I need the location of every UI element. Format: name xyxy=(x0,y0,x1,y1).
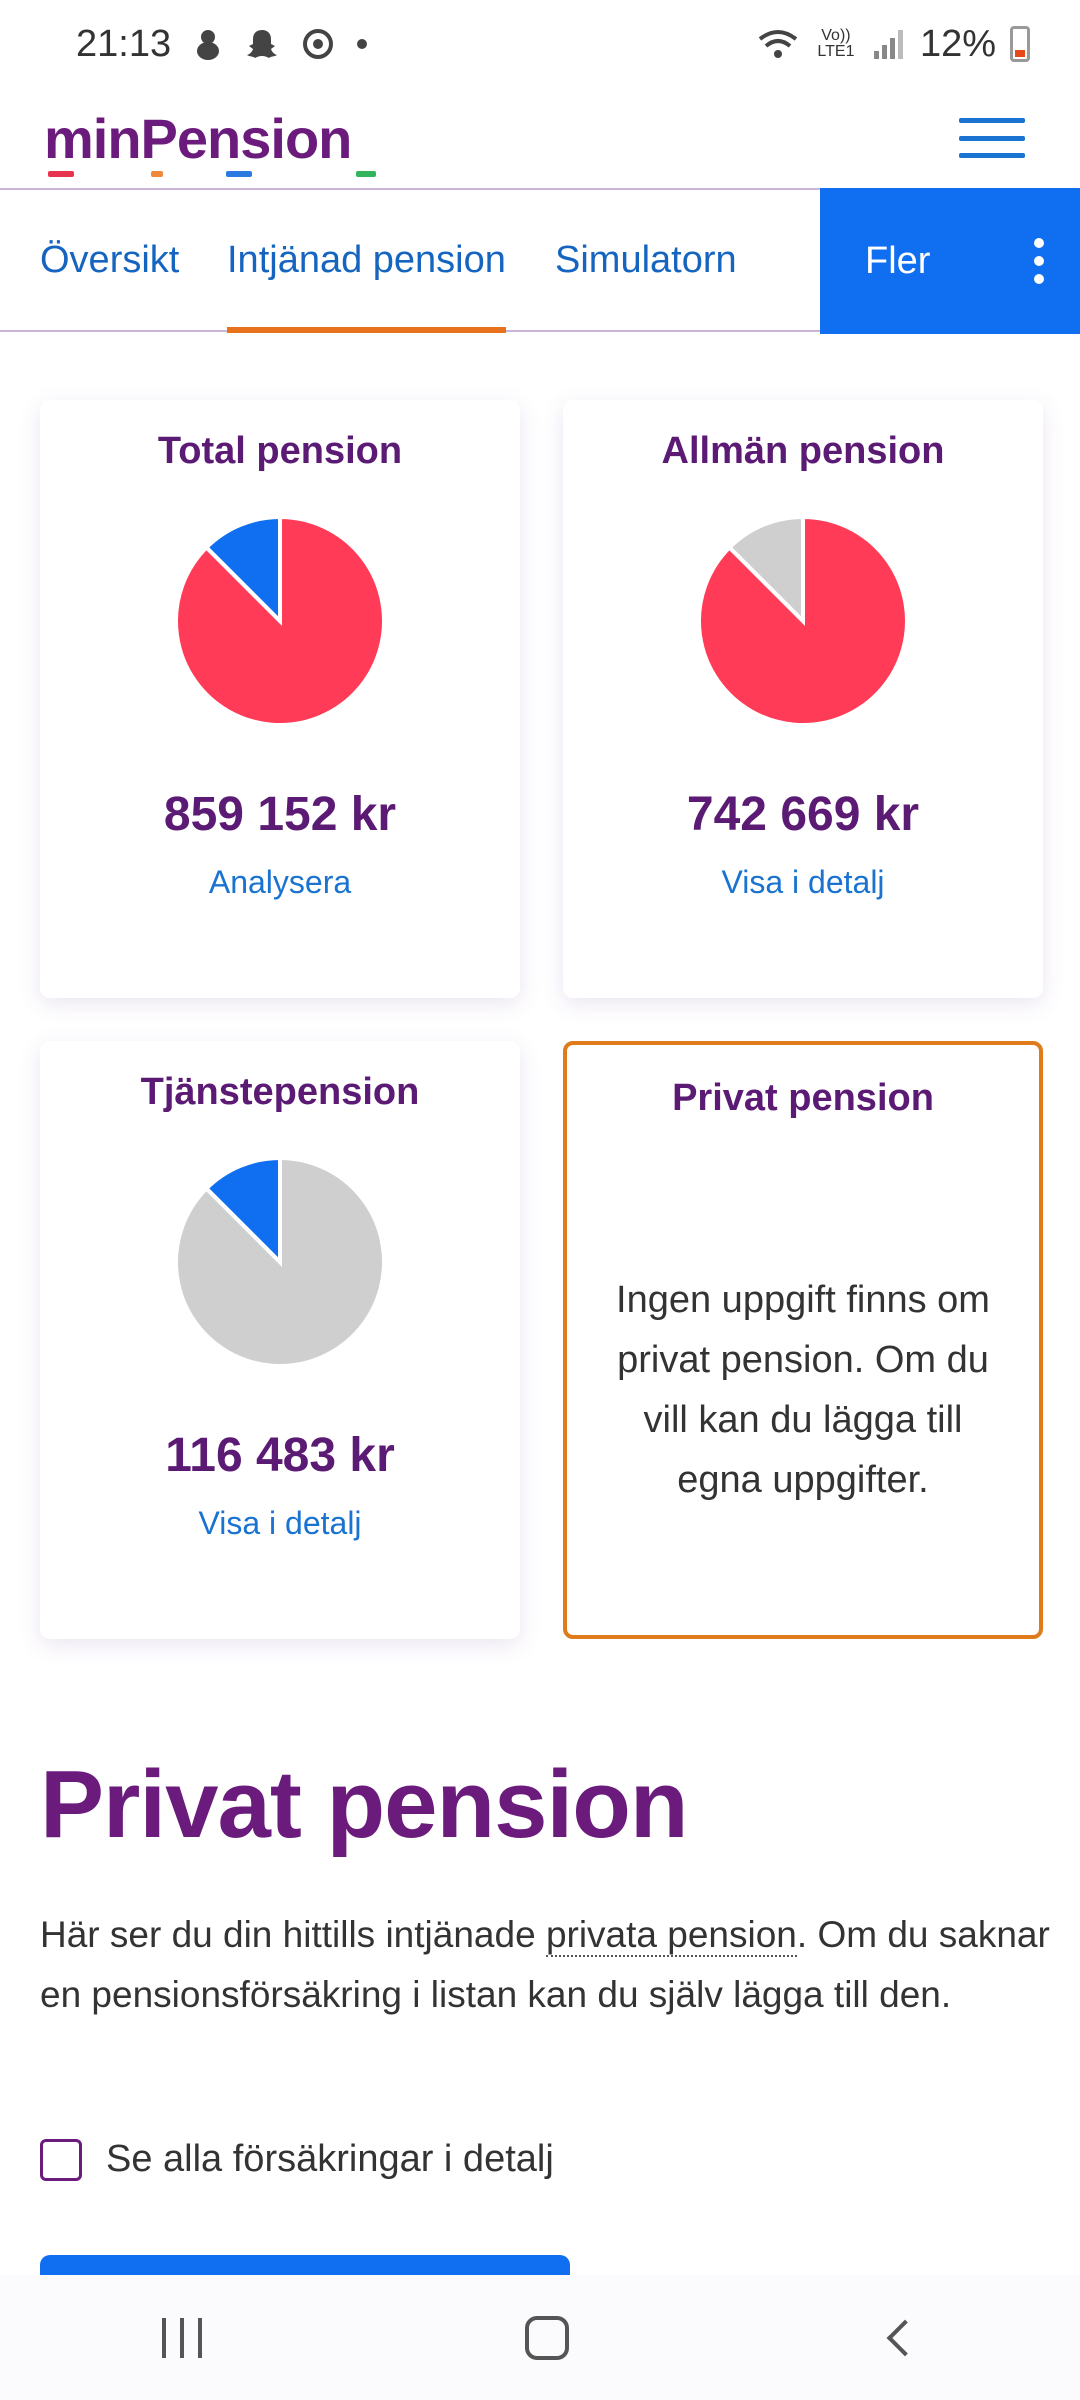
pie-slice-1 xyxy=(203,1156,282,1267)
back-icon[interactable] xyxy=(886,2319,924,2356)
menu-icon[interactable] xyxy=(959,118,1025,158)
menu-line xyxy=(959,135,1025,141)
card-title: Tjänstepension xyxy=(140,1071,420,1113)
card-amount: 859 152 kr xyxy=(163,788,397,841)
checkbox-label: Se alla försäkringar i detalj xyxy=(106,2138,554,2180)
battery-percent: 12% xyxy=(919,22,996,65)
pie-chart xyxy=(697,515,909,727)
network-label: Vo)) LTE1 xyxy=(817,27,855,60)
card-note: Ingen uppgift finns om privat pension. O… xyxy=(616,1279,990,1501)
menu-line xyxy=(959,118,1025,123)
status-bar: 21:13 Vo)) LTE1 12% xyxy=(0,0,1080,88)
recent-apps-icon[interactable] xyxy=(161,2317,202,2358)
signal-icon xyxy=(873,30,903,59)
logo-text: minPension xyxy=(44,106,352,170)
logo-dot-green xyxy=(356,170,376,177)
section-title: Privat pension xyxy=(40,1751,688,1858)
menu-line xyxy=(959,153,1025,158)
system-nav-bar xyxy=(0,2275,1080,2400)
private-pension-term-link[interactable]: privata pension xyxy=(545,1914,797,1957)
more-notifications-dot xyxy=(357,39,368,49)
wifi-icon xyxy=(758,30,798,58)
more-button[interactable]: Fler xyxy=(820,188,1080,334)
show-all-details-row[interactable]: Se alla försäkringar i detalj xyxy=(40,2138,554,2181)
pie-slice-1 xyxy=(203,515,282,626)
status-right: Vo)) LTE1 12% xyxy=(756,23,1030,66)
app-header: minPension xyxy=(0,88,1080,188)
pie-chart xyxy=(174,1156,386,1368)
status-time: 21:13 xyxy=(76,22,172,65)
home-icon[interactable] xyxy=(524,2315,569,2360)
analyze-link[interactable]: Analysera xyxy=(208,864,352,900)
tab-simulator[interactable]: Simulatorn xyxy=(555,238,737,281)
more-vert-icon xyxy=(1034,238,1044,284)
section-description: Här ser du din hittills intjänade privat… xyxy=(40,1905,1050,2025)
para-text: Här ser du din hittills intjänade xyxy=(40,1914,546,1955)
card-total-pension: Total pension 859 152 kr Analysera xyxy=(40,400,520,998)
pie-chart xyxy=(174,515,386,727)
tab-earned-pension[interactable]: Intjänad pension xyxy=(227,190,506,333)
add-insurance-button-partial[interactable] xyxy=(40,2255,570,2275)
status-left: 21:13 xyxy=(76,22,368,66)
details-link[interactable]: Visa i detalj xyxy=(721,864,885,900)
card-title: Total pension xyxy=(157,430,403,472)
card-private-pension[interactable]: Privat pension Ingen uppgift finns om pr… xyxy=(563,1041,1043,1639)
logo-underline-dots xyxy=(46,170,376,179)
sync-icon xyxy=(303,29,334,59)
pie-slice-1 xyxy=(726,515,805,626)
details-link[interactable]: Visa i detalj xyxy=(198,1505,362,1541)
more-label: Fler xyxy=(865,239,931,282)
tab-overview[interactable]: Översikt xyxy=(40,238,180,281)
para-text: . Om du saknar en pensionsförsäkring i l… xyxy=(40,1914,1050,2015)
show-all-details-checkbox[interactable] xyxy=(40,2138,82,2181)
tab-bar: Översikt Intjänad pension Simulatorn Fle… xyxy=(0,188,1080,334)
battery-icon xyxy=(1010,26,1030,62)
minpension-logo[interactable]: minPension xyxy=(44,106,376,177)
snapchat-icon xyxy=(247,30,278,58)
card-amount: 742 669 kr xyxy=(686,788,920,841)
logo-dot-blue xyxy=(226,170,252,177)
card-title: Privat pension xyxy=(672,1077,934,1119)
notification-icon xyxy=(197,30,220,60)
logo-dot-red xyxy=(48,170,74,177)
logo-dot-orange xyxy=(151,170,163,177)
card-title: Allmän pension xyxy=(661,430,945,472)
card-occupational-pension: Tjänstepension 116 483 kr Visa i detalj xyxy=(40,1041,520,1639)
card-amount: 116 483 kr xyxy=(165,1429,395,1482)
card-general-pension: Allmän pension 742 669 kr Visa i detalj xyxy=(563,400,1043,998)
